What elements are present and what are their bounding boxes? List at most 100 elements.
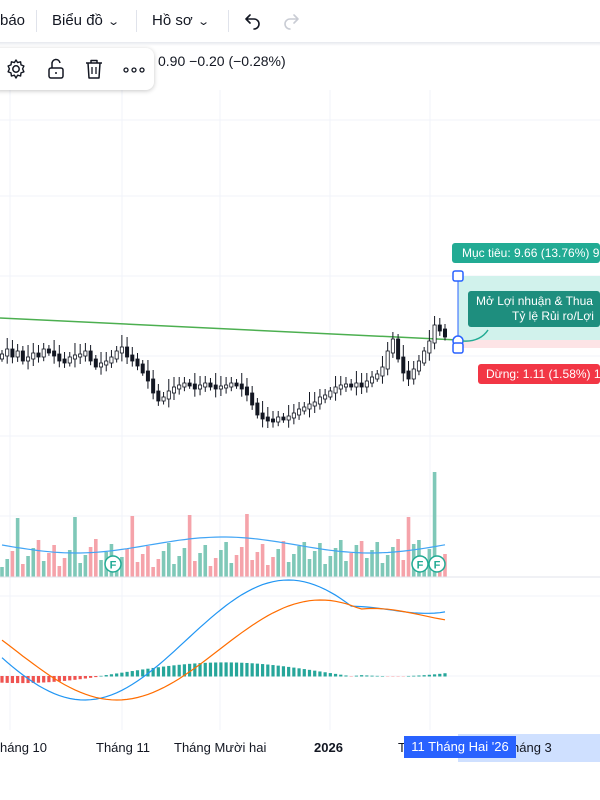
candle-body [406,370,411,380]
candle-body [52,350,57,357]
candle-body [244,386,249,396]
candle-body [354,382,359,388]
more-icon[interactable] [122,57,146,81]
candle-body [255,402,260,416]
candle-body [271,418,276,423]
macd-histogram-bar [349,676,353,677]
target-label[interactable]: Mục tiêu: 9.66 (13.76%) 9 [452,243,600,263]
macd-histogram-bar [47,676,51,683]
candle-body [213,384,218,390]
toolbar-partial-item[interactable]: báo [0,12,26,29]
macd-histogram-bar [427,674,431,677]
stop-handle[interactable] [452,342,464,354]
macd-histogram-bar [193,663,197,677]
volume-bar [120,557,124,577]
candle-body [99,362,104,368]
undo-icon[interactable] [242,11,262,31]
macd-histogram-bar [360,675,364,677]
volume-bar [135,562,140,577]
profile-dropdown[interactable]: Hồ sơ ⌄ [152,0,210,42]
redo-icon[interactable] [282,11,302,31]
volume-bar [344,561,348,577]
macd-histogram-bar [276,665,280,677]
macd-histogram-bar [36,676,41,683]
macd-histogram-bar [443,673,447,677]
pnl-info-line1: Mở Lợi nhuận & Thua [476,294,593,308]
candle-body [432,324,437,344]
candle-body [88,350,93,362]
unlock-icon[interactable] [44,57,68,81]
macd-histogram-bar [177,664,181,677]
macd-histogram-bar [422,675,426,677]
volume-bar [125,549,129,577]
macd-histogram-bar [203,662,207,677]
volume-bar [396,539,400,577]
macd-histogram-bar [328,673,332,677]
macd-histogram-bar [182,664,187,677]
stop-zone[interactable] [458,340,600,348]
volume-bar [349,553,353,577]
target-handle[interactable] [452,270,464,282]
time-label-year: 2026 [314,740,343,755]
macd-histogram-bar [89,676,93,678]
candle-body [83,350,88,357]
volume-bar [365,558,369,577]
chevron-down-icon: ⌄ [196,16,210,28]
volume-bar [323,564,327,577]
volume-histogram [0,472,447,577]
stop-label[interactable]: Dừng: 1.11 (1.58%) 1 [478,364,600,384]
candle-body [109,356,114,364]
candle-body [67,356,72,364]
candle-body [385,350,390,370]
candle-body [151,378,156,394]
macd-histogram-bar [104,675,108,677]
macd-histogram-bar [287,666,291,677]
volume-bar [47,553,51,577]
candle-body [15,350,20,358]
volume-bar [276,549,281,577]
macd-histogram-bar [130,671,134,677]
pnl-info-box[interactable]: Mở Lợi nhuận & Thua Tỷ lệ Rủi ro/Lợi [468,291,600,327]
candle-body [119,346,124,354]
candle-body [187,382,192,387]
volume-bar [21,564,25,577]
volume-bar [318,543,322,577]
gear-icon[interactable] [4,57,28,81]
macd-histogram-bar [412,675,416,677]
macd-histogram-bar [281,666,286,677]
volume-bar [312,551,317,577]
macd-histogram-bar [224,662,228,677]
macd-histogram-bar [21,676,25,684]
candle-body [130,354,135,362]
candle-body [250,392,255,406]
candle-body [364,380,369,388]
candle-body [41,348,46,358]
macd-histogram-bar [302,669,306,677]
volume-bar [78,563,82,577]
trash-icon[interactable] [82,57,106,81]
candle-body [5,348,10,357]
macd-histogram-bar [386,676,390,677]
volume-bar [67,550,72,577]
macd-histogram-bar [120,672,124,677]
candle-body [72,354,77,360]
macd-histogram-bar [401,676,405,677]
candle-body [46,348,51,354]
candle-body [140,363,145,374]
volume-bar [328,556,333,577]
candle-body [323,394,328,400]
chart-type-dropdown[interactable]: Biểu đồ ⌄ [52,0,120,42]
chart-type-label: Biểu đồ [52,12,103,29]
candle-body [291,412,296,419]
event-marker-label: F [417,560,424,572]
trend-line[interactable] [0,317,459,341]
pnl-info-line2: Tỷ lệ Rủi ro/Lợi [512,309,594,323]
macd-histogram-bar [250,663,254,677]
candle-body [192,383,197,390]
volume-bar [239,547,244,577]
macd-histogram-bar [323,672,327,677]
candle-body [177,384,182,390]
ohlc-legend: 0.90 −0.20 (−0.28%) [158,53,286,69]
